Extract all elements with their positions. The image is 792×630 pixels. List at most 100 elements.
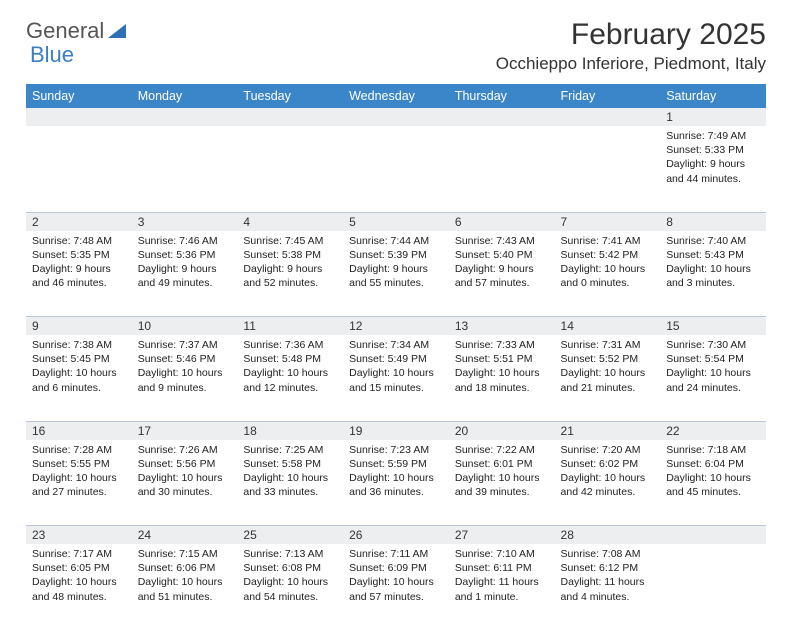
day-number: 10 (132, 317, 238, 335)
calendar-cell-num: 13 (449, 317, 555, 336)
day-data: Sunrise: 7:08 AMSunset: 6:12 PMDaylight:… (555, 544, 661, 610)
day-data: Sunrise: 7:11 AMSunset: 6:09 PMDaylight:… (343, 544, 449, 610)
calendar-cell-data: Sunrise: 7:41 AMSunset: 5:42 PMDaylight:… (555, 231, 661, 317)
day-number: 5 (343, 213, 449, 231)
calendar-cell-data: Sunrise: 7:13 AMSunset: 6:08 PMDaylight:… (237, 544, 343, 630)
day-data: Sunrise: 7:37 AMSunset: 5:46 PMDaylight:… (132, 335, 238, 401)
calendar-cell-num: 1 (660, 108, 766, 126)
calendar-cell-num: 10 (132, 317, 238, 336)
calendar-cell-data: Sunrise: 7:40 AMSunset: 5:43 PMDaylight:… (660, 231, 766, 317)
calendar-cell-num: 16 (26, 421, 132, 440)
calendar-cell-num: 2 (26, 212, 132, 231)
day-number: 2 (26, 213, 132, 231)
calendar-cell-num: 14 (555, 317, 661, 336)
calendar-cell-empty (555, 108, 661, 126)
title-block: February 2025 Occhieppo Inferiore, Piedm… (496, 18, 766, 74)
header: General February 2025 Occhieppo Inferior… (26, 18, 766, 74)
day-header: Saturday (660, 84, 766, 108)
logo-text-blue: Blue (30, 42, 74, 68)
day-data: Sunrise: 7:15 AMSunset: 6:06 PMDaylight:… (132, 544, 238, 610)
day-number: 20 (449, 422, 555, 440)
day-data: Sunrise: 7:40 AMSunset: 5:43 PMDaylight:… (660, 231, 766, 297)
calendar-cell-data: Sunrise: 7:15 AMSunset: 6:06 PMDaylight:… (132, 544, 238, 630)
logo-triangle-icon (108, 24, 126, 38)
day-data: Sunrise: 7:20 AMSunset: 6:02 PMDaylight:… (555, 440, 661, 506)
day-data: Sunrise: 7:23 AMSunset: 5:59 PMDaylight:… (343, 440, 449, 506)
day-number: 4 (237, 213, 343, 231)
day-data: Sunrise: 7:33 AMSunset: 5:51 PMDaylight:… (449, 335, 555, 401)
calendar-cell-data: Sunrise: 7:30 AMSunset: 5:54 PMDaylight:… (660, 335, 766, 421)
calendar-cell-num: 6 (449, 212, 555, 231)
calendar-body: 1Sunrise: 7:49 AMSunset: 5:33 PMDaylight… (26, 108, 766, 630)
calendar-cell-data: Sunrise: 7:28 AMSunset: 5:55 PMDaylight:… (26, 440, 132, 526)
calendar-cell-num: 4 (237, 212, 343, 231)
calendar-cell-data: Sunrise: 7:11 AMSunset: 6:09 PMDaylight:… (343, 544, 449, 630)
calendar-cell-data: Sunrise: 7:36 AMSunset: 5:48 PMDaylight:… (237, 335, 343, 421)
calendar-cell-data: Sunrise: 7:22 AMSunset: 6:01 PMDaylight:… (449, 440, 555, 526)
day-data: Sunrise: 7:43 AMSunset: 5:40 PMDaylight:… (449, 231, 555, 297)
calendar-table: SundayMondayTuesdayWednesdayThursdayFrid… (26, 84, 766, 630)
calendar-cell-data: Sunrise: 7:08 AMSunset: 6:12 PMDaylight:… (555, 544, 661, 630)
calendar-cell-empty (343, 108, 449, 126)
day-number: 27 (449, 526, 555, 544)
calendar-cell-data: Sunrise: 7:46 AMSunset: 5:36 PMDaylight:… (132, 231, 238, 317)
day-number: 24 (132, 526, 238, 544)
calendar-cell-num: 22 (660, 421, 766, 440)
day-number: 23 (26, 526, 132, 544)
calendar-cell-num: 8 (660, 212, 766, 231)
logo: General (26, 18, 128, 44)
day-number: 26 (343, 526, 449, 544)
calendar-cell-num: 20 (449, 421, 555, 440)
logo-text-general: General (26, 18, 104, 44)
day-number: 7 (555, 213, 661, 231)
day-data: Sunrise: 7:46 AMSunset: 5:36 PMDaylight:… (132, 231, 238, 297)
day-data: Sunrise: 7:49 AMSunset: 5:33 PMDaylight:… (660, 126, 766, 192)
day-data: Sunrise: 7:36 AMSunset: 5:48 PMDaylight:… (237, 335, 343, 401)
calendar-cell-num: 5 (343, 212, 449, 231)
calendar-cell-data: Sunrise: 7:20 AMSunset: 6:02 PMDaylight:… (555, 440, 661, 526)
day-number: 16 (26, 422, 132, 440)
day-data: Sunrise: 7:45 AMSunset: 5:38 PMDaylight:… (237, 231, 343, 297)
day-data: Sunrise: 7:22 AMSunset: 6:01 PMDaylight:… (449, 440, 555, 506)
day-number: 21 (555, 422, 661, 440)
day-header: Tuesday (237, 84, 343, 108)
day-header: Sunday (26, 84, 132, 108)
day-data: Sunrise: 7:26 AMSunset: 5:56 PMDaylight:… (132, 440, 238, 506)
calendar-cell-num: 12 (343, 317, 449, 336)
calendar-cell-num: 27 (449, 526, 555, 545)
day-data: Sunrise: 7:13 AMSunset: 6:08 PMDaylight:… (237, 544, 343, 610)
calendar-cell-empty (449, 108, 555, 126)
calendar-cell-empty (132, 126, 238, 212)
calendar-cell-num: 28 (555, 526, 661, 545)
day-data: Sunrise: 7:44 AMSunset: 5:39 PMDaylight:… (343, 231, 449, 297)
calendar-cell-data: Sunrise: 7:17 AMSunset: 6:05 PMDaylight:… (26, 544, 132, 630)
calendar-cell-data: Sunrise: 7:49 AMSunset: 5:33 PMDaylight:… (660, 126, 766, 212)
calendar-cell-num: 3 (132, 212, 238, 231)
calendar-cell-num: 15 (660, 317, 766, 336)
calendar-cell-num: 21 (555, 421, 661, 440)
day-data: Sunrise: 7:28 AMSunset: 5:55 PMDaylight:… (26, 440, 132, 506)
calendar-cell-data: Sunrise: 7:23 AMSunset: 5:59 PMDaylight:… (343, 440, 449, 526)
day-number: 12 (343, 317, 449, 335)
location: Occhieppo Inferiore, Piedmont, Italy (496, 54, 766, 74)
calendar-cell-data: Sunrise: 7:34 AMSunset: 5:49 PMDaylight:… (343, 335, 449, 421)
day-data: Sunrise: 7:25 AMSunset: 5:58 PMDaylight:… (237, 440, 343, 506)
day-header: Monday (132, 84, 238, 108)
day-number: 13 (449, 317, 555, 335)
calendar-cell-data: Sunrise: 7:10 AMSunset: 6:11 PMDaylight:… (449, 544, 555, 630)
day-number: 19 (343, 422, 449, 440)
calendar-cell-empty (660, 526, 766, 545)
day-number: 8 (660, 213, 766, 231)
calendar-cell-num: 18 (237, 421, 343, 440)
calendar-cell-data: Sunrise: 7:33 AMSunset: 5:51 PMDaylight:… (449, 335, 555, 421)
day-number: 14 (555, 317, 661, 335)
day-number: 28 (555, 526, 661, 544)
day-number: 17 (132, 422, 238, 440)
day-header: Wednesday (343, 84, 449, 108)
calendar-cell-num: 25 (237, 526, 343, 545)
day-number: 3 (132, 213, 238, 231)
calendar-cell-data: Sunrise: 7:45 AMSunset: 5:38 PMDaylight:… (237, 231, 343, 317)
calendar-cell-num: 11 (237, 317, 343, 336)
calendar-cell-data: Sunrise: 7:18 AMSunset: 6:04 PMDaylight:… (660, 440, 766, 526)
calendar-cell-empty (343, 126, 449, 212)
